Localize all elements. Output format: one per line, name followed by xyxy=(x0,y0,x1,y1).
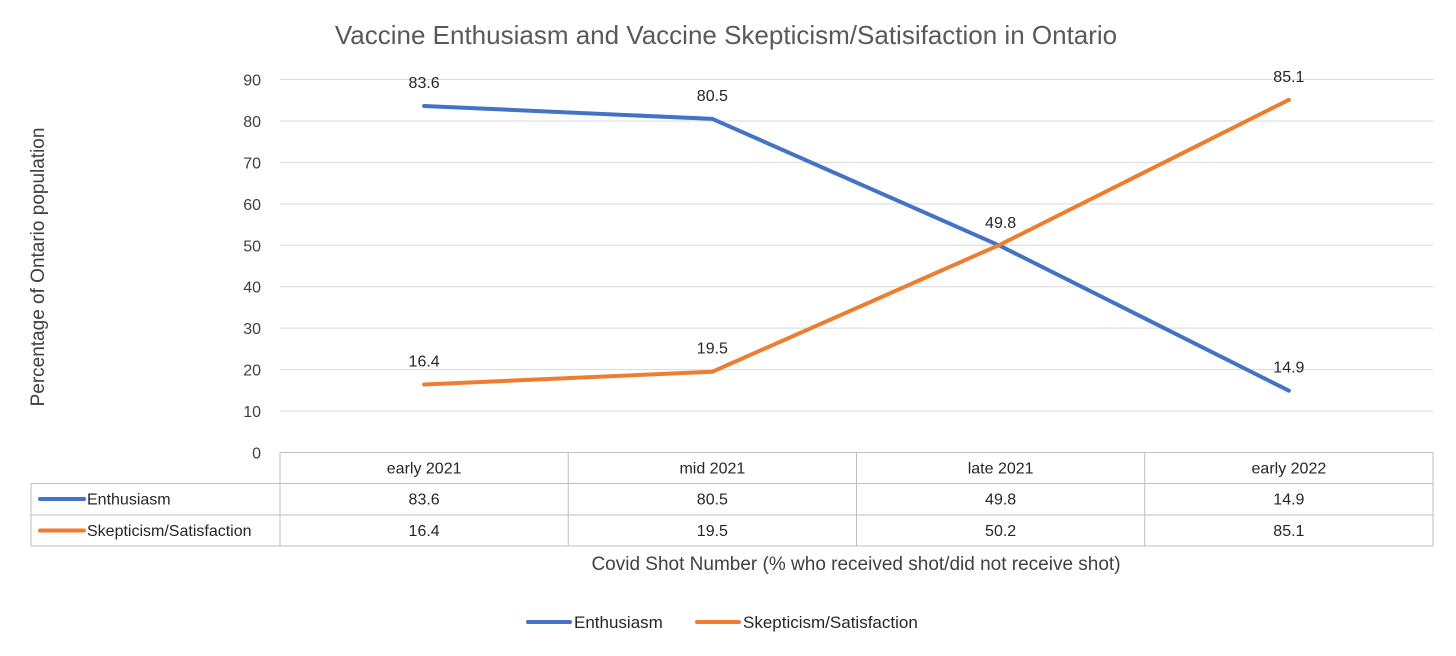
legend-label: Enthusiasm xyxy=(574,613,663,632)
x-tick-label: early 2021 xyxy=(387,461,462,478)
x-tick-label: mid 2021 xyxy=(679,461,745,478)
gridlines xyxy=(280,79,1433,412)
chart-title: Vaccine Enthusiasm and Vaccine Skepticis… xyxy=(335,20,1117,50)
data-label: 83.6 xyxy=(409,75,440,92)
data-table: early 2021 mid 2021 late 2021 early 2022 Ent… xyxy=(30,452,1434,547)
y-tick-label: 30 xyxy=(243,321,261,338)
y-tick-label: 40 xyxy=(243,280,261,297)
table-cell: 85.1 xyxy=(1273,523,1304,540)
table-cell: 49.8 xyxy=(985,492,1016,509)
y-tick-label: 90 xyxy=(243,73,261,90)
data-label: 16.4 xyxy=(409,354,440,371)
legend-label: Skepticism/Satisfaction xyxy=(743,613,918,632)
y-tick-label: 0 xyxy=(252,446,261,463)
y-tick-label: 10 xyxy=(243,404,261,421)
data-label: 85.1 xyxy=(1273,69,1304,86)
data-labels: 83.6 80.5 49.8 14.9 16.4 19.5 85.1 xyxy=(409,69,1305,377)
table-series-name: Enthusiasm xyxy=(87,492,171,509)
table-cell: 19.5 xyxy=(697,523,728,540)
x-tick-label: late 2021 xyxy=(968,461,1034,478)
y-tick-label: 80 xyxy=(243,114,261,131)
table-series-name: Skepticism/Satisfaction xyxy=(87,523,252,540)
x-axis-title: Covid Shot Number (% who received shot/d… xyxy=(591,554,1120,575)
data-label: 14.9 xyxy=(1273,360,1304,377)
series-lines xyxy=(422,97,1291,393)
series-line xyxy=(422,104,1291,393)
table-cell: 83.6 xyxy=(409,492,440,509)
table-cell: 16.4 xyxy=(409,523,440,540)
y-tick-label: 50 xyxy=(243,238,261,255)
table-cell: 80.5 xyxy=(697,492,728,509)
data-label: 80.5 xyxy=(697,88,728,105)
y-axis-ticks: 0 10 20 30 40 50 60 70 80 90 xyxy=(243,73,261,463)
y-tick-label: 60 xyxy=(243,197,261,214)
x-tick-label: early 2022 xyxy=(1252,461,1327,478)
table-cell: 14.9 xyxy=(1273,492,1304,509)
y-tick-label: 20 xyxy=(243,363,261,380)
data-label: 19.5 xyxy=(697,341,728,358)
y-axis-title: Percentage of Ontario population xyxy=(28,128,49,407)
data-label: 49.8 xyxy=(985,215,1016,232)
table-cell: 50.2 xyxy=(985,523,1016,540)
series-line xyxy=(422,97,1291,387)
y-tick-label: 70 xyxy=(243,155,261,172)
legend: Enthusiasm Skepticism/Satisfaction xyxy=(526,613,918,632)
